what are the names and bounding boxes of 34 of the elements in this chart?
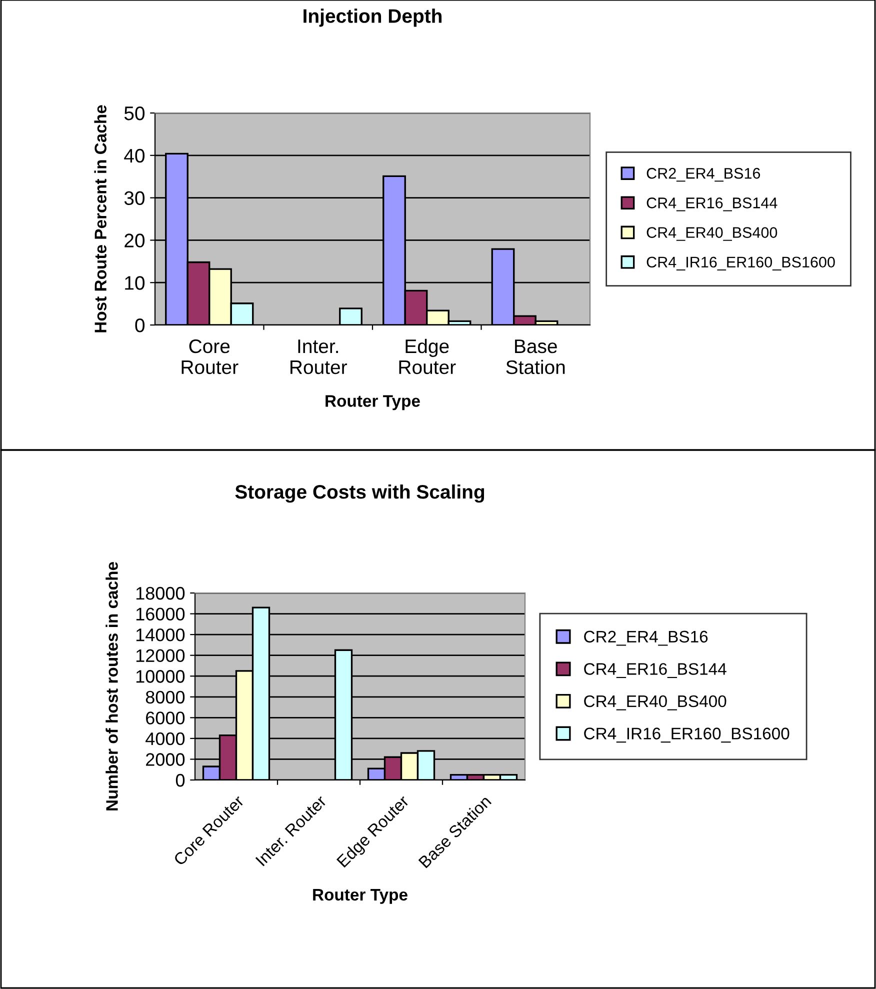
x-tick-label: Base Station — [506, 340, 565, 374]
legend-label: CR2_ER4_BS16 — [646, 168, 760, 182]
y-tick-label: 8000 — [146, 690, 185, 704]
y-tick-label: 50 — [124, 106, 145, 120]
x-tick-label: Core Router — [182, 339, 238, 374]
chart-title: Injection Depth — [304, 8, 442, 27]
x-tick-label: Inter. Router — [290, 340, 347, 374]
y-tick-label: 16000 — [136, 608, 185, 620]
x-axis-title: Router Type — [326, 395, 420, 410]
legend-label: CR2_ER4_BS16 — [584, 630, 708, 646]
y-axis-title: Number of host routes in cache — [106, 562, 118, 810]
legend-label: CR4_ER16_BS144 — [584, 663, 726, 678]
y-tick-label: 20 — [124, 234, 145, 248]
legend-label: CR4_ER40_BS400 — [584, 695, 726, 710]
y-tick-label: 0 — [135, 318, 145, 332]
legend-label: CR4_ER16_BS144 — [646, 198, 778, 212]
y-tick-label: 0 — [176, 774, 185, 787]
y-tick-label: 10000 — [136, 670, 185, 683]
legend-label: CR4_IR16_ER160_BS1600 — [646, 256, 835, 270]
y-tick-label: 14000 — [136, 628, 185, 642]
y-tick-label: 6000 — [146, 712, 185, 724]
y-tick-label: 2000 — [146, 753, 185, 766]
legend-label: CR4_IR16_ER160_BS1600 — [584, 728, 790, 743]
y-tick-label: 40 — [124, 148, 145, 163]
chart-title: Storage Costs with Scaling — [235, 484, 484, 503]
y-tick-label: 30 — [124, 191, 145, 206]
x-tick-label: Edge Router — [399, 338, 456, 374]
legend-label: CR4_ER40_BS400 — [646, 227, 778, 241]
y-tick-label: 12000 — [136, 649, 185, 662]
y-tick-label: 18000 — [136, 586, 185, 600]
x-axis-title: Router Type — [313, 888, 408, 904]
y-axis-title: Host Route Percent in Cache — [94, 105, 106, 332]
y-tick-label: 4000 — [146, 732, 185, 746]
y-tick-label: 10 — [125, 276, 145, 290]
